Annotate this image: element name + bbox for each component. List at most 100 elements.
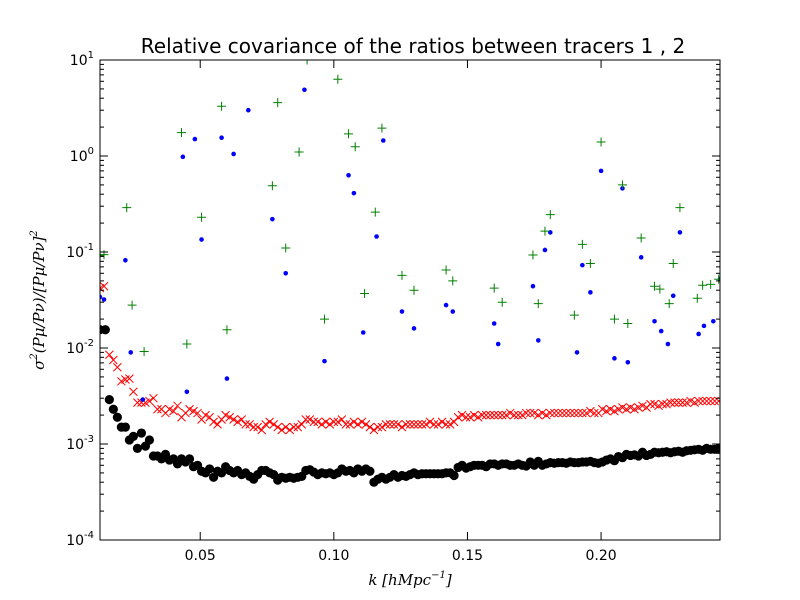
data-point bbox=[441, 420, 451, 429]
data-point bbox=[302, 87, 307, 93]
data-point bbox=[443, 302, 449, 308]
data-point bbox=[285, 425, 295, 435]
data-point bbox=[646, 399, 655, 409]
data-point bbox=[636, 233, 646, 243]
data-point bbox=[192, 136, 198, 142]
data-point bbox=[433, 420, 443, 429]
data-point bbox=[136, 428, 147, 438]
data-point bbox=[675, 203, 685, 213]
data-point bbox=[297, 420, 307, 429]
data-point bbox=[609, 314, 619, 324]
data-point bbox=[706, 396, 716, 406]
data-point bbox=[461, 412, 471, 422]
data-point bbox=[477, 410, 487, 420]
data-point bbox=[530, 283, 536, 289]
data-point bbox=[469, 410, 479, 420]
data-point bbox=[219, 135, 224, 141]
data-point bbox=[381, 420, 391, 429]
data-point bbox=[670, 293, 676, 299]
data-point bbox=[612, 356, 617, 361]
data-point bbox=[193, 408, 202, 418]
x-tick-label-0: 0.05 bbox=[185, 548, 216, 564]
data-point bbox=[441, 265, 451, 275]
data-point bbox=[100, 325, 110, 335]
data-point bbox=[537, 408, 547, 418]
data-point bbox=[702, 396, 711, 406]
data-point bbox=[678, 398, 687, 407]
data-point bbox=[638, 255, 644, 260]
data-point bbox=[104, 350, 114, 360]
data-point bbox=[529, 408, 539, 418]
data-point bbox=[351, 190, 357, 196]
data-point bbox=[360, 288, 370, 298]
data-point bbox=[489, 283, 499, 293]
data-point bbox=[108, 404, 118, 414]
data-point bbox=[457, 410, 467, 420]
data-point bbox=[698, 396, 707, 406]
data-point bbox=[101, 297, 107, 302]
data-point bbox=[237, 415, 246, 424]
y-axis-label: σ2(Pμ/Pν)/[Pμ/Pν]2 bbox=[29, 230, 48, 370]
data-point bbox=[302, 60, 312, 65]
data-point bbox=[140, 397, 146, 402]
data-point bbox=[322, 358, 327, 364]
data-point bbox=[113, 362, 122, 372]
data-point bbox=[493, 410, 503, 420]
data-point bbox=[701, 323, 707, 329]
data-point bbox=[129, 387, 138, 397]
data-point bbox=[525, 408, 535, 418]
data-point bbox=[413, 420, 423, 429]
data-point bbox=[409, 285, 419, 295]
x-tick-label-1: 0.10 bbox=[318, 548, 349, 564]
data-point bbox=[535, 338, 541, 343]
data-point bbox=[309, 417, 319, 427]
data-point bbox=[341, 420, 351, 429]
data-point bbox=[421, 420, 431, 429]
data-point bbox=[485, 410, 495, 420]
data-point bbox=[401, 420, 411, 429]
data-point bbox=[497, 410, 507, 420]
data-point bbox=[319, 314, 329, 324]
data-point bbox=[173, 401, 182, 411]
data-point bbox=[224, 376, 230, 381]
data-point bbox=[153, 404, 162, 414]
y-tick-label-4: 100 bbox=[70, 146, 94, 165]
data-point bbox=[145, 396, 154, 406]
data-point bbox=[405, 420, 415, 429]
data-point bbox=[132, 443, 143, 453]
data-point bbox=[580, 262, 585, 268]
series-1 bbox=[100, 281, 720, 435]
chart-title: Relative covariance of the ratios betwee… bbox=[141, 34, 685, 58]
data-point bbox=[553, 408, 563, 418]
data-point bbox=[294, 147, 304, 157]
data-point bbox=[513, 410, 523, 420]
data-point bbox=[337, 415, 347, 424]
x-tick-label-3: 0.20 bbox=[585, 548, 616, 564]
data-point bbox=[664, 299, 674, 309]
data-point bbox=[233, 417, 242, 427]
data-point bbox=[569, 310, 579, 320]
data-point bbox=[481, 410, 491, 420]
data-point bbox=[217, 101, 227, 111]
data-point bbox=[574, 350, 580, 355]
data-point bbox=[425, 417, 435, 427]
data-point bbox=[182, 339, 192, 349]
series-0 bbox=[100, 325, 720, 487]
data-point bbox=[127, 300, 137, 310]
data-point bbox=[204, 464, 215, 474]
data-point bbox=[353, 420, 363, 429]
data-point bbox=[417, 420, 427, 429]
data-point bbox=[270, 216, 275, 222]
data-point bbox=[197, 212, 207, 222]
y-tick-label-5: 101 bbox=[70, 50, 94, 69]
y-tick-label-0: 10-4 bbox=[66, 530, 94, 549]
data-point bbox=[677, 230, 683, 235]
data-point bbox=[465, 412, 475, 422]
data-point bbox=[505, 408, 515, 418]
data-point bbox=[437, 417, 447, 427]
data-point bbox=[545, 408, 555, 418]
data-point bbox=[369, 425, 379, 435]
data-point bbox=[399, 309, 405, 314]
data-point bbox=[321, 417, 331, 427]
